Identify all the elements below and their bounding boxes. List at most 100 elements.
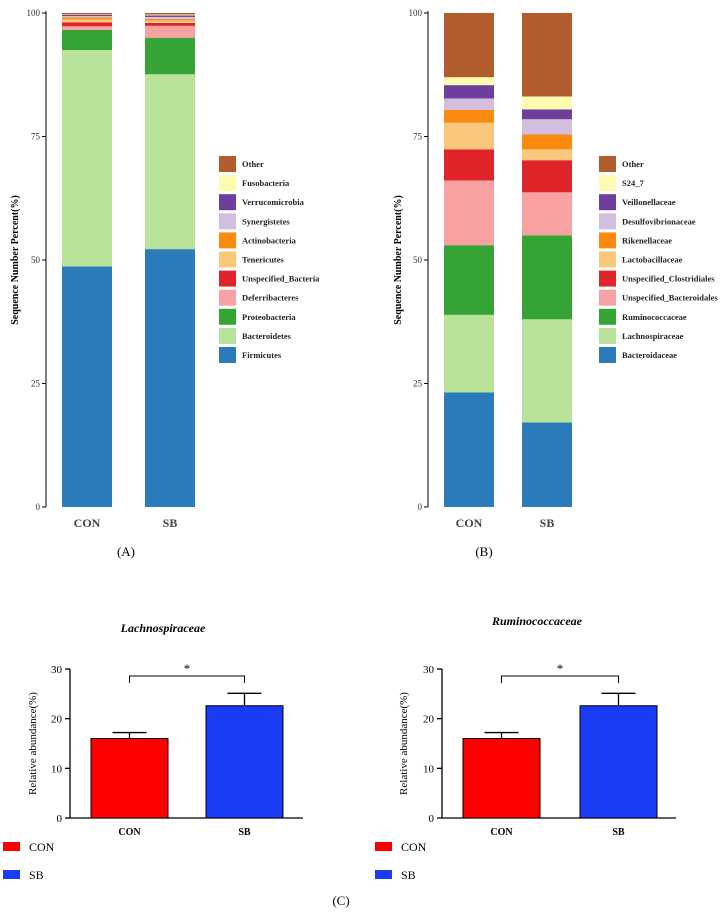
legend-swatch-veillonellaceae xyxy=(599,194,616,211)
y-tick-label: 75 xyxy=(413,132,423,142)
y-tick-label: 0 xyxy=(418,502,423,512)
legend-swatch-verrucomicrobia xyxy=(219,194,236,211)
bar-segment-tenericutes-sb xyxy=(145,20,195,23)
bar-segment-lachnospiraceae-sb xyxy=(522,319,572,423)
bar-segment-ruminococcaceae-con xyxy=(444,245,494,315)
legend-label-synergistetes: Synergistetes xyxy=(242,216,290,226)
legend-label-sb: SB xyxy=(29,868,44,882)
legend-swatch-sb xyxy=(375,870,392,879)
bar-sb xyxy=(579,705,658,819)
legend-swatch-con xyxy=(3,842,20,851)
bar-con xyxy=(90,738,169,819)
bar-segment-deferribacteres-sb xyxy=(145,25,195,38)
legend-swatch-lachnospiraceae xyxy=(599,327,616,344)
legend-label-proteobacteria: Proteobacteria xyxy=(242,312,296,322)
panel-label-c: (C) xyxy=(332,893,349,908)
legend-swatch-sb xyxy=(3,870,20,879)
bar-segment-other-con xyxy=(62,13,112,15)
bar-segment-bacteroidaceae-sb xyxy=(522,422,572,507)
significance-marker: * xyxy=(184,661,191,676)
y-tick-label: 50 xyxy=(413,255,423,265)
legend-label-lactobacillaceae: Lactobacillaceae xyxy=(622,255,683,265)
bar-segment-lachnospiraceae-con xyxy=(444,314,494,393)
legend-label-other: Other xyxy=(242,159,264,169)
panel-label-b: (B) xyxy=(475,544,492,559)
legend-swatch-desulfovibrionaceae xyxy=(599,213,616,230)
y-tick-label: 0 xyxy=(57,813,63,825)
legend-swatch-other xyxy=(599,156,616,172)
y-tick-label: 10 xyxy=(51,763,63,775)
bar-segment-tenericutes-con xyxy=(62,19,112,23)
legend-swatch-tenericutes xyxy=(219,251,236,268)
legend-label-veillonellaceae: Veillonellaceae xyxy=(622,197,676,207)
x-tick-label-sb: SB xyxy=(163,516,178,530)
bar-segment-verrucomicrobia-con xyxy=(62,14,112,16)
bar-segment-veillonellaceae-sb xyxy=(522,109,572,120)
bar-segment-synergistetes-con xyxy=(62,15,112,18)
panel-c-ruminococcaceae-chart: Ruminococcaceae 0 10 20 30 Relative abundance… xyxy=(375,614,676,882)
legend-swatch-other xyxy=(219,156,236,172)
y-tick-label: 0 xyxy=(36,502,41,512)
legend-label-con: CON xyxy=(401,840,427,854)
bar-segment-proteobacteria-con xyxy=(62,29,112,51)
bar-segment-rikenellaceae-con xyxy=(444,109,494,123)
x-tick-label-sb: SB xyxy=(238,827,251,838)
y-tick-label: 25 xyxy=(31,379,41,389)
panel-b-stacked-family-chart: 0 25 50 75 100 Sequence Number Percent(%) CON S… xyxy=(393,8,718,530)
y-axis-label: Sequence Number Percent(%) xyxy=(10,195,21,325)
x-tick-label-con: CON xyxy=(74,516,101,530)
legend-label-con: CON xyxy=(29,840,55,854)
legend-label-bacteroidetes: Bacteroidetes xyxy=(242,331,292,341)
bar-segment-rikenellaceae-sb xyxy=(522,134,572,150)
y-axis-label: Sequence Number Percent(%) xyxy=(393,195,404,325)
legend-swatch-rikenellaceae xyxy=(599,232,616,249)
legend-swatch-synergistetes xyxy=(219,213,236,230)
chart-title: Lachnospiraceae xyxy=(120,621,206,635)
bar-segment-ruminococcaceae-sb xyxy=(522,235,572,320)
y-tick-label: 25 xyxy=(413,379,423,389)
legend-swatch-deferribacteres xyxy=(219,289,236,306)
significance-marker: * xyxy=(557,661,564,676)
legend-swatch-lactobacillaceae xyxy=(599,251,616,268)
legend-swatch-actinobacteria xyxy=(219,232,236,249)
bar-segment-s24-7-sb xyxy=(522,96,572,110)
bar-segment-actinobacteria-con xyxy=(62,17,112,20)
bar-segment-unspecified-clostridiales-sb xyxy=(522,160,572,193)
bar-segment-s24-7-con xyxy=(444,77,494,86)
legend-label-actinobacteria: Actinobacteria xyxy=(242,235,297,245)
bar-segment-unspecified-bacteroidales-con xyxy=(444,180,494,246)
bar-segment-unspecified-bacteroidales-sb xyxy=(522,192,572,236)
bar-sb xyxy=(205,705,284,819)
bar-segment-firmicutes-con xyxy=(62,266,112,507)
y-axis-label: Relative abundance(%) xyxy=(398,692,410,795)
bar-segment-actinobacteria-sb xyxy=(145,18,195,21)
bar-segment-proteobacteria-sb xyxy=(145,37,195,75)
bar-segment-bacteroidetes-sb xyxy=(145,74,195,250)
y-tick-label: 100 xyxy=(27,8,41,18)
bar-segment-unspecified-bacteria-sb xyxy=(145,22,195,26)
bar-segment-lactobacillaceae-sb xyxy=(522,149,572,161)
bar-segment-bacteroidetes-con xyxy=(62,50,112,267)
y-tick-label: 20 xyxy=(423,714,435,726)
bar-segment-verrucomicrobia-sb xyxy=(145,15,195,17)
significance-bracket xyxy=(129,675,245,683)
bar-segment-firmicutes-sb xyxy=(145,249,195,507)
y-tick-label: 30 xyxy=(423,664,435,676)
bar-segment-unspecified-clostridiales-con xyxy=(444,149,494,181)
legend-label-s24-7: S24_7 xyxy=(622,178,644,188)
y-axis-label: Relative abundance(%) xyxy=(27,692,39,795)
y-tick-label: 50 xyxy=(31,255,41,265)
legend-label-deferribacteres: Deferribacteres xyxy=(242,293,299,303)
bar-segment-other-con xyxy=(444,13,494,78)
legend-label-fusobacteria: Fusobacteria xyxy=(242,178,290,188)
y-tick-label: 75 xyxy=(31,132,41,142)
legend-swatch-s24-7 xyxy=(599,175,616,192)
panel-label-a: (A) xyxy=(117,544,135,559)
legend-label-sb: SB xyxy=(401,868,416,882)
bar-segment-bacteroidaceae-con xyxy=(444,392,494,507)
x-tick-label-sb: SB xyxy=(612,827,625,838)
bar-con xyxy=(462,738,541,819)
y-tick-label: 20 xyxy=(51,714,63,726)
legend-swatch-unspecified-clostridiales xyxy=(599,270,616,287)
